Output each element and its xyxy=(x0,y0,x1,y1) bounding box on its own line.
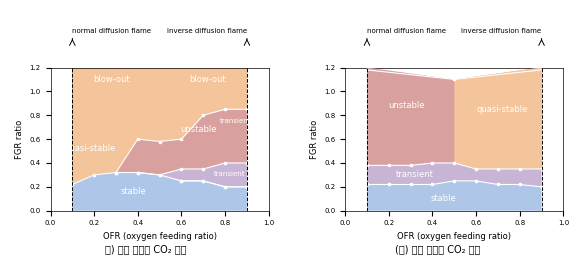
Text: transient: transient xyxy=(214,171,245,177)
Text: stable: stable xyxy=(120,187,147,196)
Text: 가) 안쪽 노즐에 CO₂ 공급: 가) 안쪽 노즐에 CO₂ 공급 xyxy=(105,244,187,254)
Text: unstable: unstable xyxy=(180,125,217,134)
Text: blow-out: blow-out xyxy=(189,75,226,84)
X-axis label: OFR (oxygen feeding ratio): OFR (oxygen feeding ratio) xyxy=(103,232,217,241)
Text: transient: transient xyxy=(396,170,434,179)
Text: quasi-stable: quasi-stable xyxy=(64,144,116,153)
Polygon shape xyxy=(159,163,247,187)
Polygon shape xyxy=(367,68,541,169)
Text: blow-out: blow-out xyxy=(93,75,130,84)
Polygon shape xyxy=(367,181,541,211)
Text: stable: stable xyxy=(430,194,456,203)
Polygon shape xyxy=(367,163,541,187)
Y-axis label: FGR ratio: FGR ratio xyxy=(15,120,24,159)
Text: quasi-stable: quasi-stable xyxy=(477,105,528,114)
Text: unstable: unstable xyxy=(388,101,425,110)
Polygon shape xyxy=(72,68,247,185)
Text: normal diffusion flame: normal diffusion flame xyxy=(72,28,151,34)
Polygon shape xyxy=(454,68,541,169)
Polygon shape xyxy=(72,172,247,211)
Y-axis label: FGR ratio: FGR ratio xyxy=(310,120,319,159)
Polygon shape xyxy=(72,68,247,185)
X-axis label: OFR (oxygen feeding ratio): OFR (oxygen feeding ratio) xyxy=(397,232,511,241)
Text: (나) 바깥 노즐에 CO₂ 공급: (나) 바깥 노즐에 CO₂ 공급 xyxy=(395,244,481,254)
Text: normal diffusion flame: normal diffusion flame xyxy=(367,28,446,34)
Polygon shape xyxy=(116,109,247,175)
Text: transient: transient xyxy=(220,118,252,124)
Text: inverse diffusion flame: inverse diffusion flame xyxy=(461,28,541,34)
Text: inverse diffusion flame: inverse diffusion flame xyxy=(167,28,247,34)
